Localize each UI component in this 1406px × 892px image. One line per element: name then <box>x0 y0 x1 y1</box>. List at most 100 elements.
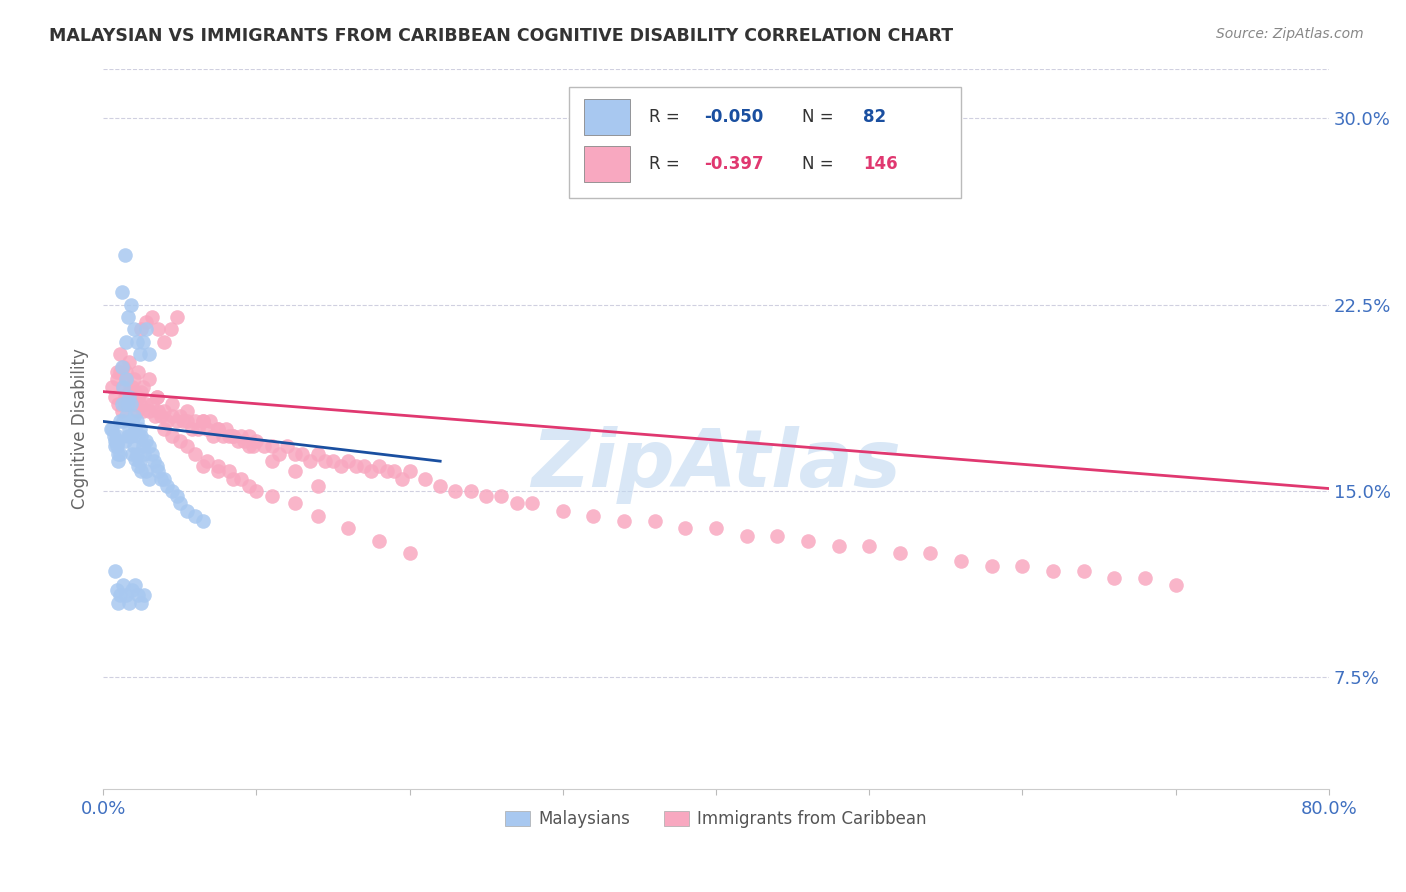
Point <box>613 514 636 528</box>
Point <box>238 439 260 453</box>
Point <box>145 390 167 404</box>
Point <box>138 347 160 361</box>
Point <box>145 390 167 404</box>
Point <box>138 404 160 418</box>
Point <box>520 496 543 510</box>
Point <box>156 479 179 493</box>
Point <box>298 454 321 468</box>
Point <box>253 439 276 453</box>
Point <box>413 472 436 486</box>
Point <box>141 310 163 324</box>
Point <box>132 379 155 393</box>
Point <box>141 397 163 411</box>
Point <box>360 464 382 478</box>
Point <box>1164 578 1187 592</box>
Point <box>141 447 163 461</box>
Point <box>950 553 973 567</box>
Point <box>176 504 198 518</box>
Point <box>551 504 574 518</box>
FancyBboxPatch shape <box>583 99 630 135</box>
Point <box>120 397 142 411</box>
Point <box>176 439 198 453</box>
Point <box>191 459 214 474</box>
Point <box>127 429 149 443</box>
Point <box>160 409 183 424</box>
Point <box>129 397 152 411</box>
Point <box>284 464 307 478</box>
Point <box>582 508 605 523</box>
Point <box>114 434 136 449</box>
Point <box>184 508 207 523</box>
Point <box>112 414 135 428</box>
Point <box>132 439 155 453</box>
Point <box>766 529 789 543</box>
Point <box>444 483 467 498</box>
Point <box>121 447 143 461</box>
Point <box>132 334 155 349</box>
Point <box>132 404 155 418</box>
Point <box>245 483 267 498</box>
Point <box>153 334 176 349</box>
Point <box>176 404 198 418</box>
Point <box>172 414 194 428</box>
Point <box>398 464 420 478</box>
Point <box>382 464 405 478</box>
Point <box>115 372 138 386</box>
Point <box>207 422 229 436</box>
Point <box>344 459 367 474</box>
Point <box>148 464 170 478</box>
Text: R =: R = <box>648 155 685 173</box>
Point <box>159 322 181 336</box>
Point <box>118 596 141 610</box>
Point <box>153 472 176 486</box>
Point <box>166 310 188 324</box>
Point <box>160 483 183 498</box>
Point <box>207 422 229 436</box>
Point <box>889 546 911 560</box>
Point <box>229 472 252 486</box>
Point <box>125 404 148 418</box>
Point <box>980 558 1002 573</box>
Point <box>122 397 145 411</box>
Point <box>135 397 157 411</box>
Point <box>115 409 138 424</box>
Point <box>735 529 758 543</box>
Text: MALAYSIAN VS IMMIGRANTS FROM CARIBBEAN COGNITIVE DISABILITY CORRELATION CHART: MALAYSIAN VS IMMIGRANTS FROM CARIBBEAN C… <box>49 27 953 45</box>
Point <box>105 583 128 598</box>
Point <box>125 414 148 428</box>
Point <box>797 533 820 548</box>
Point <box>125 334 148 349</box>
Point <box>1011 558 1033 573</box>
Point <box>118 384 141 399</box>
Point <box>117 397 139 411</box>
Point <box>491 489 513 503</box>
Point <box>506 496 529 510</box>
Point <box>104 434 127 449</box>
Point <box>115 365 138 379</box>
Point <box>827 539 849 553</box>
Point <box>124 384 146 399</box>
Point <box>131 429 153 443</box>
Point <box>105 439 128 453</box>
Point <box>104 439 127 453</box>
Point <box>114 397 136 411</box>
Point <box>218 464 240 478</box>
Point <box>105 372 128 386</box>
Point <box>156 414 179 428</box>
Point <box>108 347 131 361</box>
Point <box>108 588 131 602</box>
Point <box>107 454 129 468</box>
Point <box>122 439 145 453</box>
Text: N =: N = <box>801 108 838 126</box>
Text: N =: N = <box>801 155 838 173</box>
Point <box>121 379 143 393</box>
Point <box>429 479 451 493</box>
Point <box>673 521 696 535</box>
Point <box>704 521 727 535</box>
Point <box>129 347 152 361</box>
Point <box>142 454 165 468</box>
Point <box>125 447 148 461</box>
Point <box>127 588 149 602</box>
Point <box>118 422 141 436</box>
Point <box>108 414 131 428</box>
